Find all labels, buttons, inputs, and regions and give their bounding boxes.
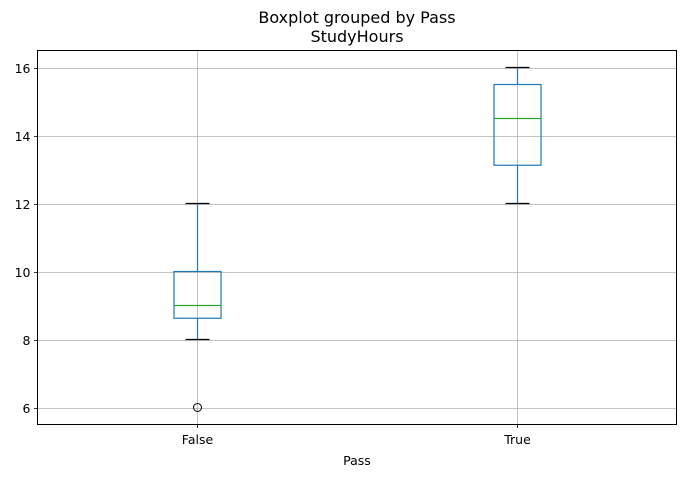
iqr-box <box>493 83 542 166</box>
box-false <box>173 202 222 412</box>
x-tick-label: False <box>182 432 214 447</box>
y-tick-label: 8 <box>23 333 31 348</box>
plot-frame <box>37 50 677 425</box>
y-tick-label: 14 <box>15 129 31 144</box>
y-tick-label: 10 <box>15 265 31 280</box>
grid-lines <box>37 50 677 425</box>
box-elements <box>173 66 542 412</box>
y-tick-label: 16 <box>15 61 31 76</box>
y-tick-label: 6 <box>23 401 31 416</box>
x-axis-label: Pass <box>343 453 371 468</box>
outlier-point <box>193 403 202 412</box>
box-true <box>493 66 542 205</box>
x-tick-label: True <box>503 432 531 447</box>
y-tick-label: 12 <box>15 197 31 212</box>
axis-ticks: 6 8 10 12 14 16 False True <box>15 61 531 447</box>
iqr-box <box>173 270 222 319</box>
chart-title: StudyHours <box>310 27 403 46</box>
chart-suptitle: Boxplot grouped by Pass <box>258 8 455 27</box>
